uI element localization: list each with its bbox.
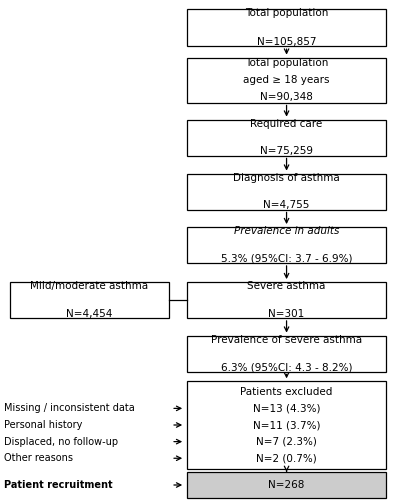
Bar — [187, 8, 386, 46]
Bar — [187, 472, 386, 498]
Bar — [187, 174, 386, 210]
Text: 5.3% (95%CI: 3.7 - 6.9%): 5.3% (95%CI: 3.7 - 6.9%) — [221, 254, 352, 264]
Text: N=7 (2.3%): N=7 (2.3%) — [256, 436, 317, 446]
Text: Other reasons: Other reasons — [4, 453, 73, 463]
Text: Prevalence of severe asthma: Prevalence of severe asthma — [211, 335, 362, 345]
Text: N=2 (0.7%): N=2 (0.7%) — [256, 453, 317, 463]
Bar — [187, 336, 386, 372]
Text: Missing / inconsistent data: Missing / inconsistent data — [4, 404, 135, 413]
Bar — [187, 120, 386, 156]
Text: Required care: Required care — [250, 119, 323, 129]
Bar — [187, 381, 386, 469]
Bar — [187, 282, 386, 318]
Text: Total population: Total population — [245, 58, 328, 68]
Text: N=301: N=301 — [268, 308, 305, 318]
Text: N=11 (3.7%): N=11 (3.7%) — [253, 420, 320, 430]
Text: Personal history: Personal history — [4, 420, 82, 430]
Text: Total population: Total population — [245, 8, 328, 18]
Text: Mild/moderate asthma: Mild/moderate asthma — [31, 282, 148, 292]
Bar — [10, 282, 169, 318]
Text: N=4,454: N=4,454 — [66, 308, 113, 318]
Text: N=75,259: N=75,259 — [260, 146, 313, 156]
Text: Prevalence in adults: Prevalence in adults — [234, 226, 339, 236]
Text: N=268: N=268 — [268, 480, 305, 490]
Text: Patient recruitment: Patient recruitment — [4, 480, 113, 490]
Text: N=13 (4.3%): N=13 (4.3%) — [253, 404, 320, 413]
Bar — [187, 227, 386, 263]
Text: Patients excluded: Patients excluded — [240, 387, 333, 397]
Text: Severe asthma: Severe asthma — [248, 282, 326, 292]
Text: N=105,857: N=105,857 — [257, 37, 316, 47]
Text: N=4,755: N=4,755 — [263, 200, 310, 210]
Text: aged ≥ 18 years: aged ≥ 18 years — [243, 75, 330, 85]
Text: 6.3% (95%CI: 4.3 - 8.2%): 6.3% (95%CI: 4.3 - 8.2%) — [221, 362, 352, 372]
Text: N=90,348: N=90,348 — [260, 92, 313, 102]
Text: Displaced, no follow-up: Displaced, no follow-up — [4, 436, 118, 446]
Bar — [187, 58, 386, 102]
Text: Diagnosis of asthma: Diagnosis of asthma — [233, 173, 340, 183]
